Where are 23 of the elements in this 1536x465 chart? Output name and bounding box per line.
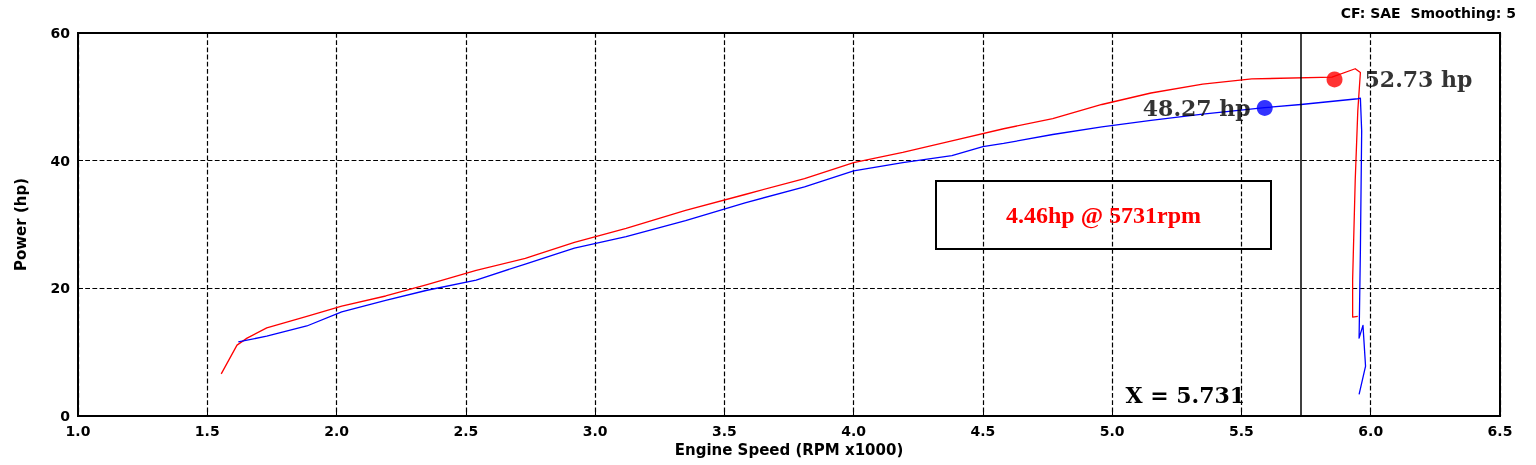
line-series — [220, 68, 1362, 375]
x-tick-label: 6.5 — [1487, 423, 1513, 439]
x-tick-label: 5.0 — [1099, 423, 1125, 439]
x-tick-label: 1.0 — [65, 423, 91, 439]
annotation: 52.73 hp — [1364, 66, 1473, 93]
annotation: 4.46hp @ 5731rpm — [935, 180, 1272, 250]
x-tick-label: 3.0 — [582, 423, 608, 439]
x-tick-label: 2.0 — [324, 423, 350, 439]
x-tick-label: 6.0 — [1358, 423, 1384, 439]
text: CF: SAE Smoothing: 5 — [1340, 5, 1516, 21]
x-tick-label: 1.5 — [194, 423, 220, 439]
y-tick-label: 0 — [60, 408, 71, 424]
x-tick-label: 3.5 — [711, 423, 737, 439]
y-axis-title: Power (hp) — [11, 177, 30, 272]
y-tick-label: 40 — [50, 152, 71, 169]
x-tick-label: 2.5 — [453, 423, 479, 439]
y-tick-label: 20 — [50, 280, 71, 297]
ref-line-label: X = 5.731 — [1125, 382, 1246, 408]
x-tick-label: 5.5 — [1229, 423, 1254, 439]
y-tick-label: 60 — [50, 25, 71, 41]
x-tick-label: 4.5 — [970, 423, 996, 439]
x-axis-title: Engine Speed (RPM x1000) — [674, 441, 904, 460]
x-tick-label: 4.0 — [841, 423, 867, 439]
